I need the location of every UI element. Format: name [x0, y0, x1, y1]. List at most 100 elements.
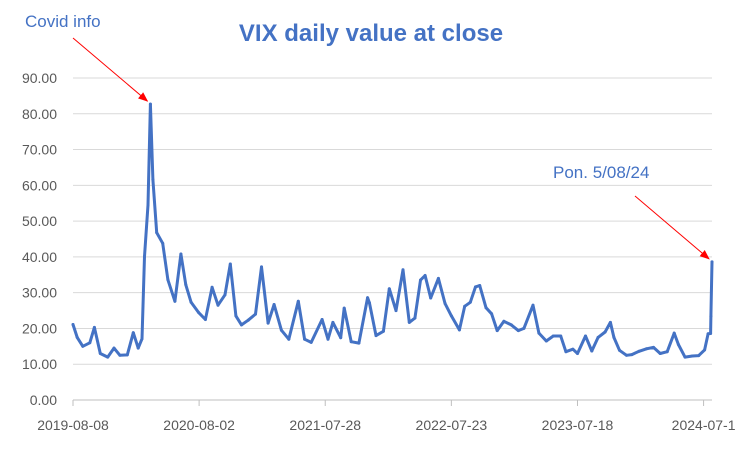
data-point — [136, 346, 140, 350]
y-tick-label: 70.00 — [22, 142, 57, 158]
data-point — [697, 354, 701, 358]
data-point — [166, 278, 170, 282]
data-point — [118, 353, 122, 357]
data-point — [387, 287, 391, 291]
data-point — [272, 303, 276, 306]
data-point — [564, 350, 568, 354]
data-point — [474, 285, 477, 289]
y-tick-label: 50.00 — [22, 213, 57, 229]
data-point — [189, 300, 193, 304]
y-tick-label: 10.00 — [22, 356, 57, 372]
data-point — [596, 335, 600, 339]
data-point — [146, 203, 150, 207]
data-point — [140, 337, 144, 341]
data-point — [478, 284, 482, 287]
series-line — [71, 102, 714, 359]
data-point — [468, 300, 472, 304]
data-point — [703, 348, 707, 352]
data-point — [331, 320, 335, 324]
y-tick-label: 60.00 — [22, 177, 57, 193]
data-point — [706, 332, 710, 336]
annotation-latest: Pon. 5/08/24 — [553, 163, 650, 182]
data-point — [710, 260, 714, 264]
data-point — [279, 328, 283, 332]
data-point — [463, 304, 467, 308]
data-point — [98, 352, 102, 355]
data-point — [161, 241, 165, 245]
annotation-covid: Covid info — [25, 12, 101, 31]
data-point — [603, 330, 607, 334]
data-point — [658, 352, 662, 355]
data-point — [196, 310, 200, 314]
data-point — [374, 334, 378, 338]
data-point — [645, 347, 648, 351]
data-point — [652, 345, 655, 349]
x-tick-label: 2020-08-02 — [163, 417, 235, 433]
annotation-arrow — [72, 37, 149, 102]
data-point — [683, 355, 687, 359]
y-tick-label: 30.00 — [22, 285, 57, 301]
data-point — [234, 314, 238, 318]
data-point — [590, 349, 594, 353]
data-point — [88, 341, 92, 345]
data-point — [484, 306, 488, 310]
data-point — [112, 346, 116, 350]
data-point — [342, 306, 346, 310]
data-point — [151, 178, 155, 182]
data-point — [357, 341, 361, 345]
data-point — [131, 331, 135, 335]
data-point — [436, 276, 440, 280]
data-point — [531, 303, 535, 307]
data-point — [576, 352, 579, 355]
data-point — [637, 349, 641, 353]
data-point — [618, 348, 621, 352]
data-point — [210, 285, 214, 289]
data-point — [516, 329, 520, 333]
data-point — [709, 332, 713, 335]
data-point — [665, 350, 669, 354]
data-point — [608, 320, 612, 324]
data-point — [502, 319, 506, 323]
data-point — [287, 337, 291, 341]
data-point — [401, 268, 405, 272]
y-tick-label: 90.00 — [22, 70, 57, 86]
data-point — [173, 299, 177, 303]
data-point — [443, 301, 447, 305]
data-point — [490, 312, 494, 316]
data-point — [625, 353, 628, 357]
data-point — [544, 339, 548, 343]
data-point — [148, 102, 152, 106]
data-point — [551, 334, 555, 338]
data-point — [495, 329, 499, 333]
data-point — [203, 318, 207, 321]
data-point — [630, 353, 634, 357]
data-point — [184, 283, 188, 287]
data-point — [672, 331, 676, 335]
data-point — [320, 318, 324, 321]
data-point — [709, 314, 713, 318]
data-point — [559, 334, 563, 338]
data-point — [228, 262, 232, 266]
data-point — [125, 353, 129, 357]
data-point — [394, 309, 398, 313]
data-point — [266, 321, 270, 325]
data-point — [179, 252, 183, 256]
x-tick-label: 2021-07-28 — [289, 417, 361, 433]
data-point — [413, 316, 417, 320]
chart-title: VIX daily value at close — [238, 20, 504, 47]
data-point — [449, 314, 453, 318]
data-point — [326, 337, 330, 341]
data-point — [676, 343, 680, 346]
data-point — [81, 344, 85, 348]
y-tick-label: 0.00 — [30, 392, 57, 408]
data-point — [309, 340, 313, 344]
x-tick-label: 2024-07-1 — [672, 417, 736, 433]
data-point — [260, 265, 263, 269]
annotation-arrow — [634, 195, 710, 260]
data-point — [509, 323, 513, 327]
data-point — [457, 328, 461, 332]
data-point — [690, 354, 694, 358]
data-point — [419, 278, 422, 282]
